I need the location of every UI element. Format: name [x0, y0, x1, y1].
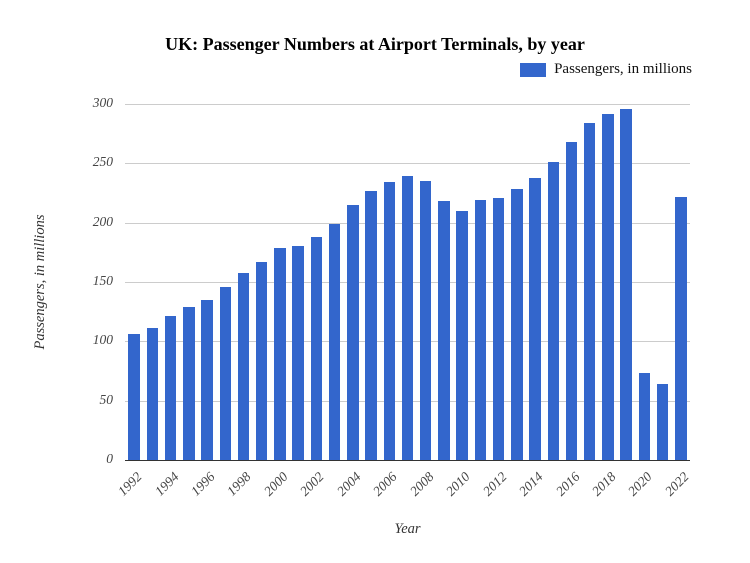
- y-tick-label: 250: [92, 154, 113, 170]
- bar-2020: [638, 373, 651, 460]
- y-tick-label: 200: [92, 213, 113, 229]
- chart-title: UK: Passenger Numbers at Airport Termina…: [165, 34, 585, 54]
- bar-2007: [401, 176, 414, 460]
- bar-2015: [547, 162, 560, 460]
- bar-2008: [419, 181, 432, 460]
- bar-2013: [511, 189, 523, 460]
- bar-2016: [565, 141, 578, 460]
- x-axis-title: Year: [394, 521, 421, 537]
- plot-area: 0 50 100 150 200 250 300 1992 1994 1996 1998 2000 20…: [93, 95, 692, 499]
- bar-1994: [164, 316, 177, 460]
- legend-swatch-icon: [520, 62, 547, 77]
- bar-2014: [529, 177, 541, 460]
- bar-2003: [328, 223, 341, 460]
- y-tick-label: 300: [92, 95, 113, 110]
- bar-2009: [438, 201, 450, 460]
- bar-2012: [492, 197, 505, 460]
- bar-2019: [620, 108, 632, 460]
- y-tick-label: 100: [92, 332, 113, 348]
- gridline: [125, 104, 690, 105]
- bar-2010: [456, 210, 468, 460]
- y-tick-label: 0: [106, 451, 113, 466]
- bar-2022: [675, 196, 687, 460]
- bar-1997: [219, 286, 231, 460]
- bar-2011: [474, 200, 487, 460]
- bar-1992: [128, 334, 140, 460]
- gridline: [125, 163, 690, 165]
- bar-1995: [183, 306, 195, 460]
- bar-2001: [292, 246, 304, 460]
- bar-2021: [656, 384, 669, 460]
- bar-1993: [146, 328, 159, 460]
- y-axis-title: Passengers, in millions: [32, 214, 48, 350]
- bar-1998: [237, 272, 250, 460]
- bar-2005: [365, 190, 377, 460]
- y-tick-label: 150: [92, 273, 113, 288]
- bar-1996: [201, 299, 213, 460]
- bar-2006: [383, 182, 395, 460]
- bar-2018: [602, 113, 614, 460]
- bar-2004: [347, 204, 359, 460]
- x-axis-line: [125, 460, 690, 461]
- bar-2000: [274, 247, 286, 460]
- legend-label: Passengers, in millions: [554, 61, 692, 77]
- bar-2002: [310, 236, 323, 460]
- legend: Passengers, in millions: [520, 61, 692, 78]
- bar-1999: [255, 261, 268, 460]
- bar-2017: [584, 123, 596, 460]
- y-tick-label: 50: [99, 391, 114, 407]
